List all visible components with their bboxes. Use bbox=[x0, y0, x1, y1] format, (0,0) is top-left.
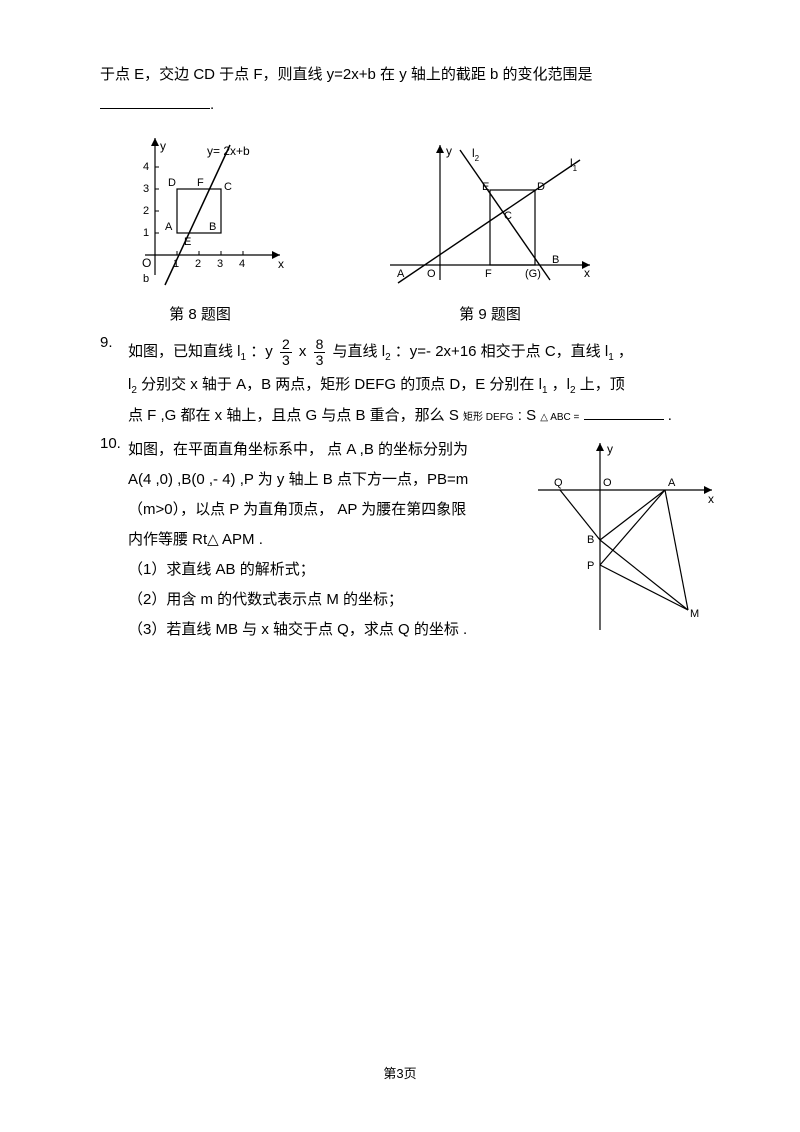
blank bbox=[584, 419, 664, 420]
svg-text:O: O bbox=[603, 477, 612, 489]
svg-text:4: 4 bbox=[143, 161, 149, 173]
intro-text: 于点 E，交边 CD 于点 F，则直线 y=2x+b 在 y 轴上的截距 b 的… bbox=[100, 66, 593, 83]
svg-text:E: E bbox=[482, 181, 489, 193]
svg-text:x: x bbox=[278, 257, 284, 271]
svg-text:1: 1 bbox=[173, 258, 179, 270]
svg-text:O: O bbox=[427, 268, 436, 280]
svg-text:(G): (G) bbox=[525, 268, 541, 280]
svg-text:B: B bbox=[587, 534, 594, 546]
svg-text:P: P bbox=[587, 560, 594, 572]
fig10-svg: y x Q O A B P M bbox=[530, 435, 720, 635]
q10: 10. 如图，在平面直角坐标系中， 点 A ,B 的坐标分别为 A(4 ,0) … bbox=[100, 435, 720, 645]
svg-text:x: x bbox=[708, 492, 714, 506]
frac-icon: 23 bbox=[280, 337, 292, 367]
svg-text:l1: l1 bbox=[570, 156, 578, 173]
svg-text:x: x bbox=[584, 266, 590, 280]
svg-text:D: D bbox=[168, 177, 176, 189]
figures-row: y x y= 2x+b 4 3 2 1 1 2 3 4 O A B C D E … bbox=[110, 130, 720, 324]
fig9-caption: 第 9 题图 bbox=[380, 303, 600, 324]
fig9-svg: y x l2 l1 A O F (G) B E D C bbox=[380, 135, 600, 295]
svg-text:A: A bbox=[397, 268, 405, 280]
svg-text:2: 2 bbox=[195, 258, 201, 270]
svg-text:1: 1 bbox=[143, 227, 149, 239]
svg-text:F: F bbox=[197, 177, 204, 189]
svg-text:2: 2 bbox=[143, 205, 149, 217]
svg-text:y: y bbox=[446, 144, 452, 158]
svg-text:B: B bbox=[209, 221, 216, 233]
intro-line1: 于点 E，交边 CD 于点 F，则直线 y=2x+b 在 y 轴上的截距 b 的… bbox=[100, 60, 720, 90]
svg-text:Q: Q bbox=[554, 477, 563, 489]
intro-line2: . bbox=[100, 90, 720, 120]
fig8-svg: y x y= 2x+b 4 3 2 1 1 2 3 4 O A B C D E … bbox=[110, 130, 290, 295]
svg-text:A: A bbox=[165, 221, 173, 233]
svg-text:4: 4 bbox=[239, 258, 245, 270]
svg-text:3: 3 bbox=[143, 183, 149, 195]
svg-text:3: 3 bbox=[217, 258, 223, 270]
q9-num: 9. bbox=[100, 334, 128, 431]
svg-text:y: y bbox=[160, 139, 166, 153]
svg-text:C: C bbox=[504, 210, 512, 222]
q10-num: 10. bbox=[100, 435, 128, 645]
svg-text:F: F bbox=[485, 268, 492, 280]
svg-text:B: B bbox=[552, 254, 559, 266]
svg-text:M: M bbox=[690, 608, 699, 620]
svg-text:y= 2x+b: y= 2x+b bbox=[207, 144, 250, 158]
frac-icon: 83 bbox=[314, 337, 326, 367]
blank bbox=[100, 108, 210, 109]
q9-body: 如图，已知直线 l1 ：y 23 x 83 与直线 l2 ：y=- 2x+16 … bbox=[128, 334, 720, 431]
svg-text:l2: l2 bbox=[472, 146, 480, 163]
svg-text:E: E bbox=[184, 236, 191, 248]
fig8-container: y x y= 2x+b 4 3 2 1 1 2 3 4 O A B C D E … bbox=[110, 130, 290, 324]
fig9-container: y x l2 l1 A O F (G) B E D C 第 9 题图 bbox=[380, 135, 600, 324]
q10-body: 如图，在平面直角坐标系中， 点 A ,B 的坐标分别为 A(4 ,0) ,B(0… bbox=[128, 435, 720, 645]
svg-text:C: C bbox=[224, 181, 232, 193]
svg-text:b: b bbox=[143, 273, 149, 285]
page-footer: 第3页 bbox=[0, 1063, 800, 1082]
svg-text:A: A bbox=[668, 477, 676, 489]
svg-text:D: D bbox=[537, 181, 545, 193]
fig10-container: y x Q O A B P M bbox=[530, 435, 720, 639]
svg-text:O: O bbox=[142, 256, 151, 270]
q9: 9. 如图，已知直线 l1 ：y 23 x 83 与直线 l2 ：y=- 2x+… bbox=[100, 334, 720, 431]
fig8-caption: 第 8 题图 bbox=[110, 303, 290, 324]
svg-text:y: y bbox=[607, 442, 613, 456]
